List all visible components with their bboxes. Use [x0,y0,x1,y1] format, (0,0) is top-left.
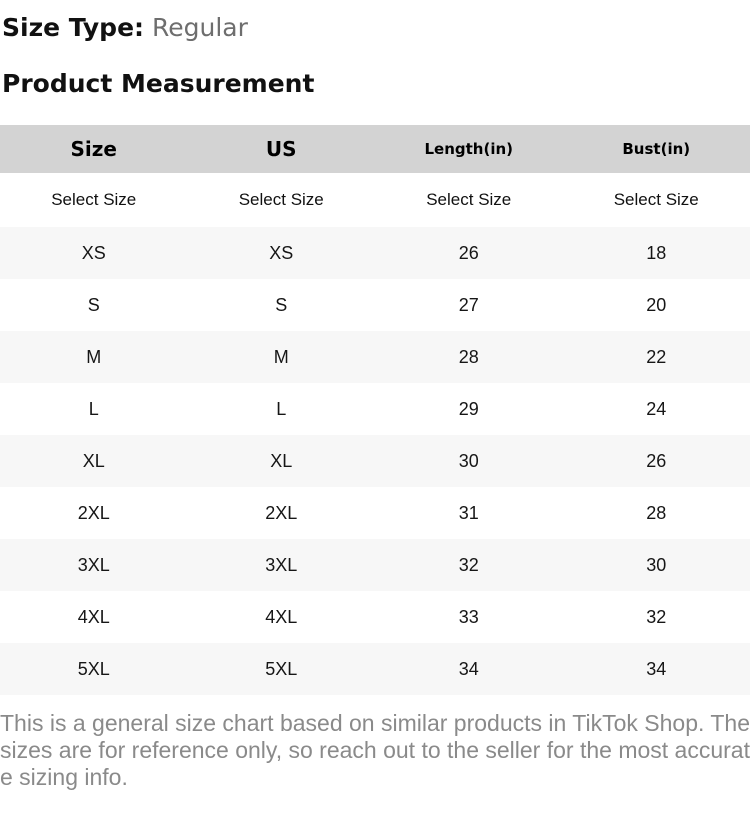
cell-size: 3XL [77,554,110,575]
cell-size: XS [81,242,106,263]
cell-bust: 28 [646,502,667,523]
column-header-bust-in-: Bust(in) [622,140,691,158]
cell-us: XS [269,242,294,263]
cell-bust: 20 [646,294,667,315]
cell-us: 4XL [265,606,298,627]
table-row-s: S S 27 20 [0,279,750,331]
cell-size: S [87,294,100,315]
column-header-size: Size [70,137,117,161]
column-header-us: US [265,137,297,161]
cell-us: 3XL [265,554,298,575]
cell-us: S [275,294,288,315]
disclaimer-text: This is a general size chart based on si… [0,710,750,790]
cell-length: 29 [458,398,479,419]
cell-us: XL [270,450,293,471]
cell-length: 28 [458,346,479,367]
cell-length: 30 [458,450,479,471]
size-chart-table: Size US Length(in) Bust(in) Select Size Sele… [0,125,750,695]
table-row-5xl: 5XL 5XL 34 34 [0,643,750,695]
column-header-length-in-: Length(in) [424,140,514,158]
size-type-label: Size Type: [2,13,145,42]
table-row-3xl: 3XL 3XL 32 30 [0,539,750,591]
cell-size: L [88,398,99,419]
cell-length: 27 [458,294,479,315]
table-row-xl: XL XL 30 26 [0,435,750,487]
cell-us: L [276,398,287,419]
cell-bust: 18 [646,242,667,263]
cell-bust: 30 [646,554,667,575]
table-row-m: M M 28 22 [0,331,750,383]
cell-size: 5XL [77,658,110,679]
size-selector-row: Select Size Select Size Select Size Select … [0,173,750,227]
cell-size: XL [82,450,105,471]
size-type-line: Size Type: Regular [0,0,750,43]
cell-us: M [273,346,289,367]
cell-bust: 32 [646,606,667,627]
product-measurement-title: Product Measurement [2,69,315,98]
select-size-dropdown[interactable]: Select Size [51,190,137,209]
select-size-dropdown[interactable]: Select Size [426,190,512,209]
cell-length: 33 [458,606,479,627]
cell-us: 5XL [265,658,298,679]
cell-size: 4XL [77,606,110,627]
select-size-dropdown[interactable]: Select Size [238,190,324,209]
cell-bust: 34 [646,658,667,679]
cell-bust: 24 [646,398,667,419]
cell-length: 34 [458,658,479,679]
cell-bust: 26 [646,450,667,471]
cell-length: 31 [458,502,479,523]
cell-size: M [86,346,102,367]
cell-length: 26 [458,242,479,263]
table-row-4xl: 4XL 4XL 33 32 [0,591,750,643]
table-row-2xl: 2XL 2XL 31 28 [0,487,750,539]
cell-size: 2XL [77,502,110,523]
table-row-xs: XS XS 26 18 [0,227,750,279]
select-size-dropdown[interactable]: Select Size [613,190,699,209]
table-row-l: L L 29 24 [0,383,750,435]
table-header-row: Size US Length(in) Bust(in) [0,125,750,173]
size-type-value: Regular [151,13,248,42]
cell-length: 32 [458,554,479,575]
cell-bust: 22 [646,346,667,367]
cell-us: 2XL [265,502,298,523]
